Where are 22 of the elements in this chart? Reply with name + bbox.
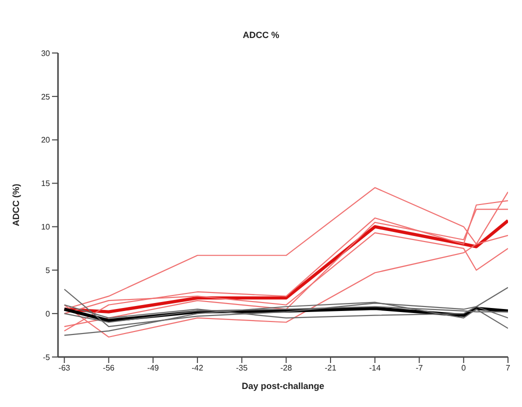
y-tick-label: 25 [41,92,51,102]
x-tick-label: 7 [506,364,511,373]
y-tick-label: 30 [41,48,51,58]
y-tick-label: 20 [41,136,51,145]
x-tick-label: -7 [416,364,424,373]
x-tick-label: -14 [369,364,382,373]
x-axis-title: Day post-challange [242,381,324,391]
y-tick-label: 5 [46,266,51,275]
x-tick-label: -35 [236,364,248,373]
y-axis-title: ADCC (%) [11,184,22,226]
x-tick-label: -49 [147,364,160,373]
chart-title: ADCC % [242,30,280,40]
y-tick-label: 10 [41,222,51,232]
x-tick-label: -42 [192,364,204,373]
x-tick-label: -21 [324,364,337,373]
x-tick-label: 0 [461,364,466,373]
y-tick-label: 0 [46,309,51,318]
x-tick-label: -63 [58,364,71,373]
y-tick-label: 15 [41,179,51,188]
x-tick-label: -28 [280,364,292,373]
y-tick-label: -5 [42,352,51,362]
x-tick-label: -56 [102,364,116,373]
